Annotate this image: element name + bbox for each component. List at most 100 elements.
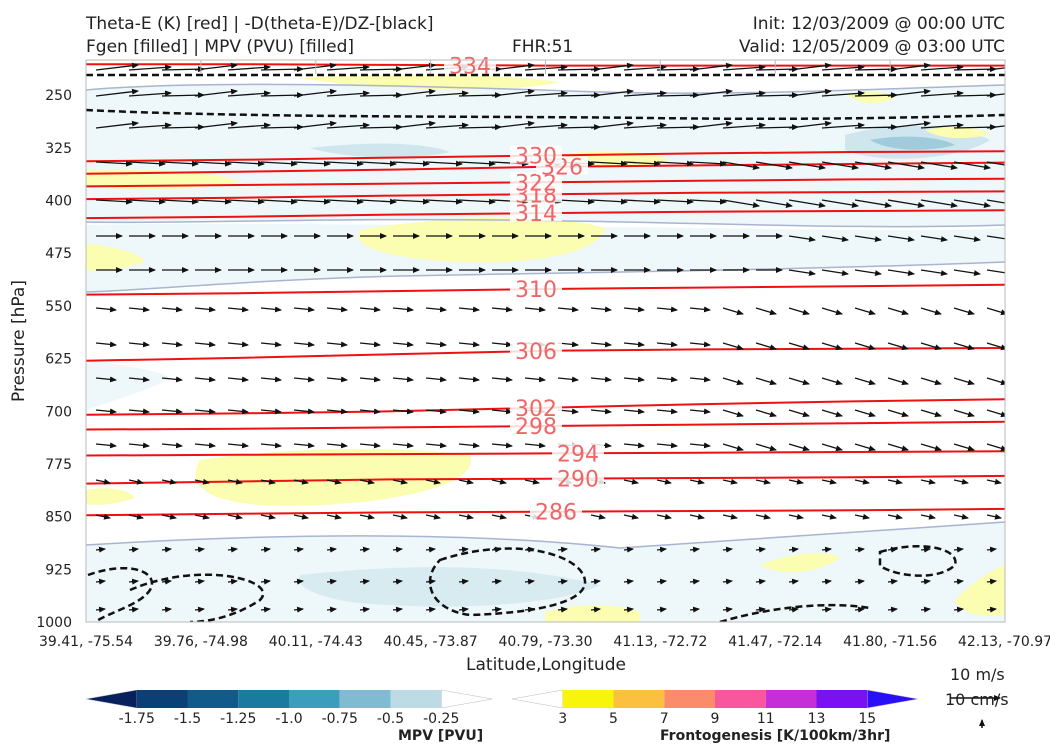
wind-arrow [920,546,931,553]
colorbar-extend-right [441,689,493,709]
wind-arrow [590,120,634,129]
wind-arrow [128,341,150,348]
wind-arrow [194,578,205,585]
wind-arrow [821,235,849,243]
wind-arrow [689,546,700,553]
wind-arrow [260,306,282,313]
colorbar-tick-label: 15 [858,711,876,727]
wind-arrow [689,606,700,613]
wind-arrow [689,513,705,520]
wind-arrow [95,442,117,449]
y-tick-label: 1000 [36,615,72,631]
wind-arrow [95,606,106,613]
wind-arrow [821,269,849,277]
wind-arrow [656,513,672,520]
theta-e-label-330: 330 [515,145,557,170]
wind-arrow [788,307,810,316]
wind-arrow [326,122,370,129]
wind-arrow [788,513,804,520]
wind-arrow [326,306,348,313]
wind-arrow [986,443,1005,452]
wind-arrow [260,478,276,485]
theta-e-label-bg [510,145,562,164]
wind-arrow [161,160,199,167]
wind-arrow [227,578,238,585]
chart-title-line1: Theta-E (K) [red] | -D(theta-E)/DZ-[blac… [86,14,434,34]
wind-arrow [491,578,502,585]
wind-arrow [326,64,370,71]
wind-arrow [491,62,535,71]
wind-arrow [425,122,469,129]
wind-arrow [293,306,315,313]
wind-arrow [821,478,837,485]
mpv-contour-1 [86,218,1005,228]
wind-arrow [128,513,144,520]
wind-arrow [788,546,799,553]
colorbar-swatch [238,690,289,708]
wind-arrow [623,376,645,383]
colorbar-swatch [390,690,442,708]
mpv-fill-low [86,522,1005,622]
wind-arrow [491,513,507,520]
wind-arrow [623,442,645,449]
wind-arrow [491,88,535,97]
wind-arrow [656,578,667,585]
wind-arrow [722,606,733,613]
wind-arrow [491,306,513,313]
wind-arrow [821,90,865,97]
wind-arrow [689,376,711,383]
wind-arrow [491,408,513,415]
wind-arrow [590,88,634,97]
wind-arrow [854,235,882,243]
wind-arrow [425,546,436,553]
wind-arrow [95,120,139,129]
wind-arrow [128,408,150,415]
x-tick-label: 41.13, -72.72 [613,634,707,650]
mpv-fill-upper-2 [310,143,450,158]
wind-arrow [293,120,337,129]
wind-arrow [491,546,502,553]
wind-arrow [953,443,975,452]
wind-arrow [755,307,777,316]
wind-arrow [590,341,612,348]
wind-arrow [227,306,249,313]
theta-e-label-294: 294 [557,442,599,467]
wind-arrow [854,478,870,485]
wind-arrow [986,606,997,613]
wind-arrow [194,198,232,205]
wind-arrow [392,306,414,313]
wind-arrow [788,62,832,71]
wind-arrow [293,578,304,585]
fgen-fill-8 [760,553,840,573]
fgen-colorbar-label: Frontogenesis [K/100km/3hr] [660,728,891,744]
wind-arrow [359,546,370,553]
wind-arrow [821,546,832,553]
wind-arrow [887,199,925,208]
wind-arrow [425,408,447,415]
mpv-colorbar-label: MPV [PVU] [398,728,484,744]
wind-arrow [788,443,810,452]
wind-arrow [491,606,502,613]
wind-arrow [458,606,469,613]
wind-arrow [227,606,238,613]
wind-arrow [227,122,271,129]
wind-arrow [128,64,172,71]
wind-arrow [557,306,579,313]
mpv-colorbar: -1.75 -1.5 -1.25 -1.0 -0.75 -0.5 -0.25 [85,689,493,727]
wind-arrow [95,578,106,585]
wind-arrow [161,198,199,205]
wind-arrow [128,478,144,485]
y-tick-label: 700 [45,404,72,420]
wind-arrow [326,546,337,553]
mpv-contour-2 [86,261,1005,293]
wind-arrow [161,478,177,485]
wind-arrow [788,161,826,170]
wind-arrow [359,341,381,348]
wind-arrow [359,160,397,167]
wind-arrow [953,578,964,585]
wind-arrow [953,307,975,316]
wind-arrow [128,306,150,313]
wind-arrow [425,306,447,313]
dthetae-dz-contour-3 [129,573,265,622]
wind-arrow [491,120,535,129]
